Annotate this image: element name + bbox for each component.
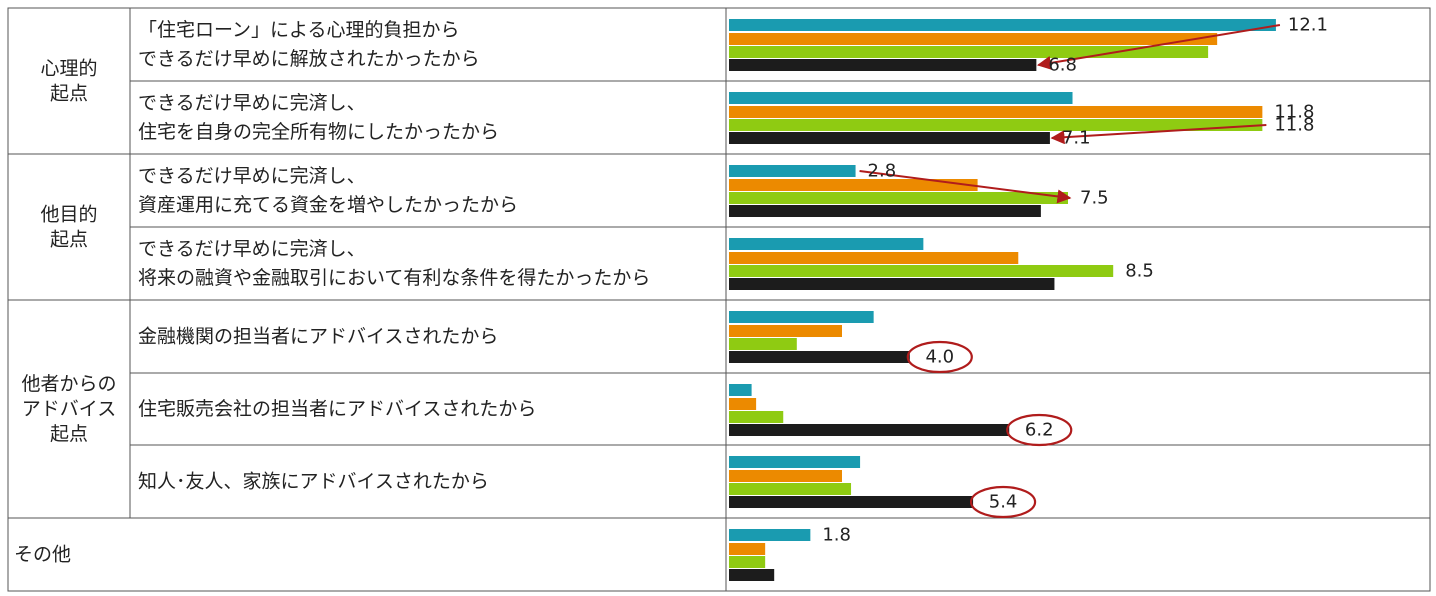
bars (729, 19, 1281, 581)
bar (729, 325, 842, 337)
category-label: できるだけ早めに完済し、将来の融資や金融取引において有利な条件を得たかったから (138, 238, 650, 289)
bar (729, 46, 1209, 58)
category-label: 知人･友人、家族にアドバイスされたから (138, 471, 489, 493)
bar (729, 556, 766, 568)
bar (729, 119, 1263, 131)
data-label: 8.5 (1125, 261, 1154, 282)
trend-arrow (859, 170, 1072, 204)
group-label: 他者からのアドバイス起点 (21, 373, 116, 445)
bar (729, 165, 856, 177)
bar (729, 311, 874, 323)
trend-arrow (1036, 24, 1281, 70)
data-label: 11.8 (1274, 115, 1314, 136)
bar (729, 496, 974, 508)
group-label: 他目的起点 (40, 204, 97, 251)
bar (729, 338, 797, 350)
bar (729, 59, 1037, 71)
bar (729, 106, 1263, 118)
highlight-ellipse (1006, 413, 1073, 447)
data-label: 4.0 (925, 347, 954, 368)
bar (729, 470, 842, 482)
data-label: 1.8 (822, 525, 851, 546)
bar (729, 252, 1019, 264)
bar (729, 456, 861, 468)
bar (729, 398, 757, 410)
data-label: 7.1 (1062, 128, 1091, 149)
bar (729, 179, 978, 191)
data-label: 6.2 (1025, 420, 1054, 441)
bar (729, 351, 910, 363)
bar (729, 92, 1073, 104)
bar (729, 205, 1041, 217)
trend-arrow (1050, 124, 1267, 145)
bar (729, 238, 924, 250)
bar (729, 543, 766, 555)
bar (729, 411, 784, 423)
category-label: できるだけ早めに完済し、資産運用に充てる資金を増やしたかったから (138, 165, 518, 216)
bar (729, 278, 1055, 290)
bar (729, 33, 1218, 45)
data-label: 5.4 (989, 492, 1018, 513)
data-label: 11.8 (1274, 102, 1314, 123)
bar (729, 19, 1276, 31)
table-grid (7, 7, 1431, 592)
bar (729, 384, 752, 396)
highlight-ellipse (906, 340, 973, 374)
bar (729, 192, 1068, 204)
data-label: 7.5 (1080, 188, 1109, 209)
group-label: 心理的起点 (40, 58, 97, 105)
highlight-ellipse (969, 485, 1037, 519)
bar (729, 529, 811, 541)
data-label: 12.1 (1288, 15, 1328, 36)
data-label: 6.8 (1048, 55, 1077, 76)
group-label: その他 (14, 544, 71, 566)
category-label: 「住宅ローン」による心理的負担からできるだけ早めに解放されたかったから (138, 19, 480, 70)
category-label: 金融機関の担当者にアドバイスされたから (138, 326, 498, 348)
bar (729, 424, 1010, 436)
category-label: 住宅販売会社の担当者にアドバイスされたから (138, 398, 536, 420)
bar (729, 569, 775, 581)
category-label: できるだけ早めに完済し、住宅を自身の完全所有物にしたかったから (138, 92, 499, 143)
bar (729, 265, 1114, 277)
bar (729, 132, 1050, 144)
bar (729, 483, 852, 495)
data-label: 2.8 (868, 161, 897, 182)
